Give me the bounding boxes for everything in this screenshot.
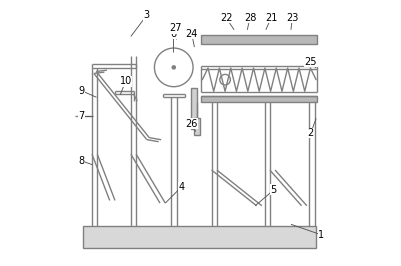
Text: 21: 21 bbox=[264, 13, 277, 23]
Text: 8: 8 bbox=[78, 156, 84, 166]
Text: 22: 22 bbox=[219, 13, 232, 23]
Text: 27: 27 bbox=[169, 23, 182, 34]
Bar bbox=[200, 96, 317, 102]
Text: 26: 26 bbox=[185, 119, 197, 129]
Text: 28: 28 bbox=[243, 13, 255, 23]
Text: 24: 24 bbox=[185, 29, 197, 39]
Text: 6: 6 bbox=[170, 29, 176, 39]
Text: 25: 25 bbox=[304, 57, 316, 66]
Text: 9: 9 bbox=[78, 86, 84, 96]
Circle shape bbox=[172, 66, 175, 69]
Text: 10: 10 bbox=[119, 76, 132, 86]
Text: 4: 4 bbox=[178, 182, 184, 192]
Bar bbox=[193, 118, 199, 135]
Text: 2: 2 bbox=[307, 128, 313, 138]
Text: 5: 5 bbox=[270, 185, 276, 195]
Text: 3: 3 bbox=[143, 10, 150, 20]
Text: 23: 23 bbox=[286, 13, 298, 23]
Bar bbox=[190, 88, 196, 129]
Text: 1: 1 bbox=[318, 230, 324, 240]
Text: 7: 7 bbox=[78, 111, 84, 121]
Bar bbox=[83, 226, 315, 248]
Bar bbox=[200, 35, 317, 44]
